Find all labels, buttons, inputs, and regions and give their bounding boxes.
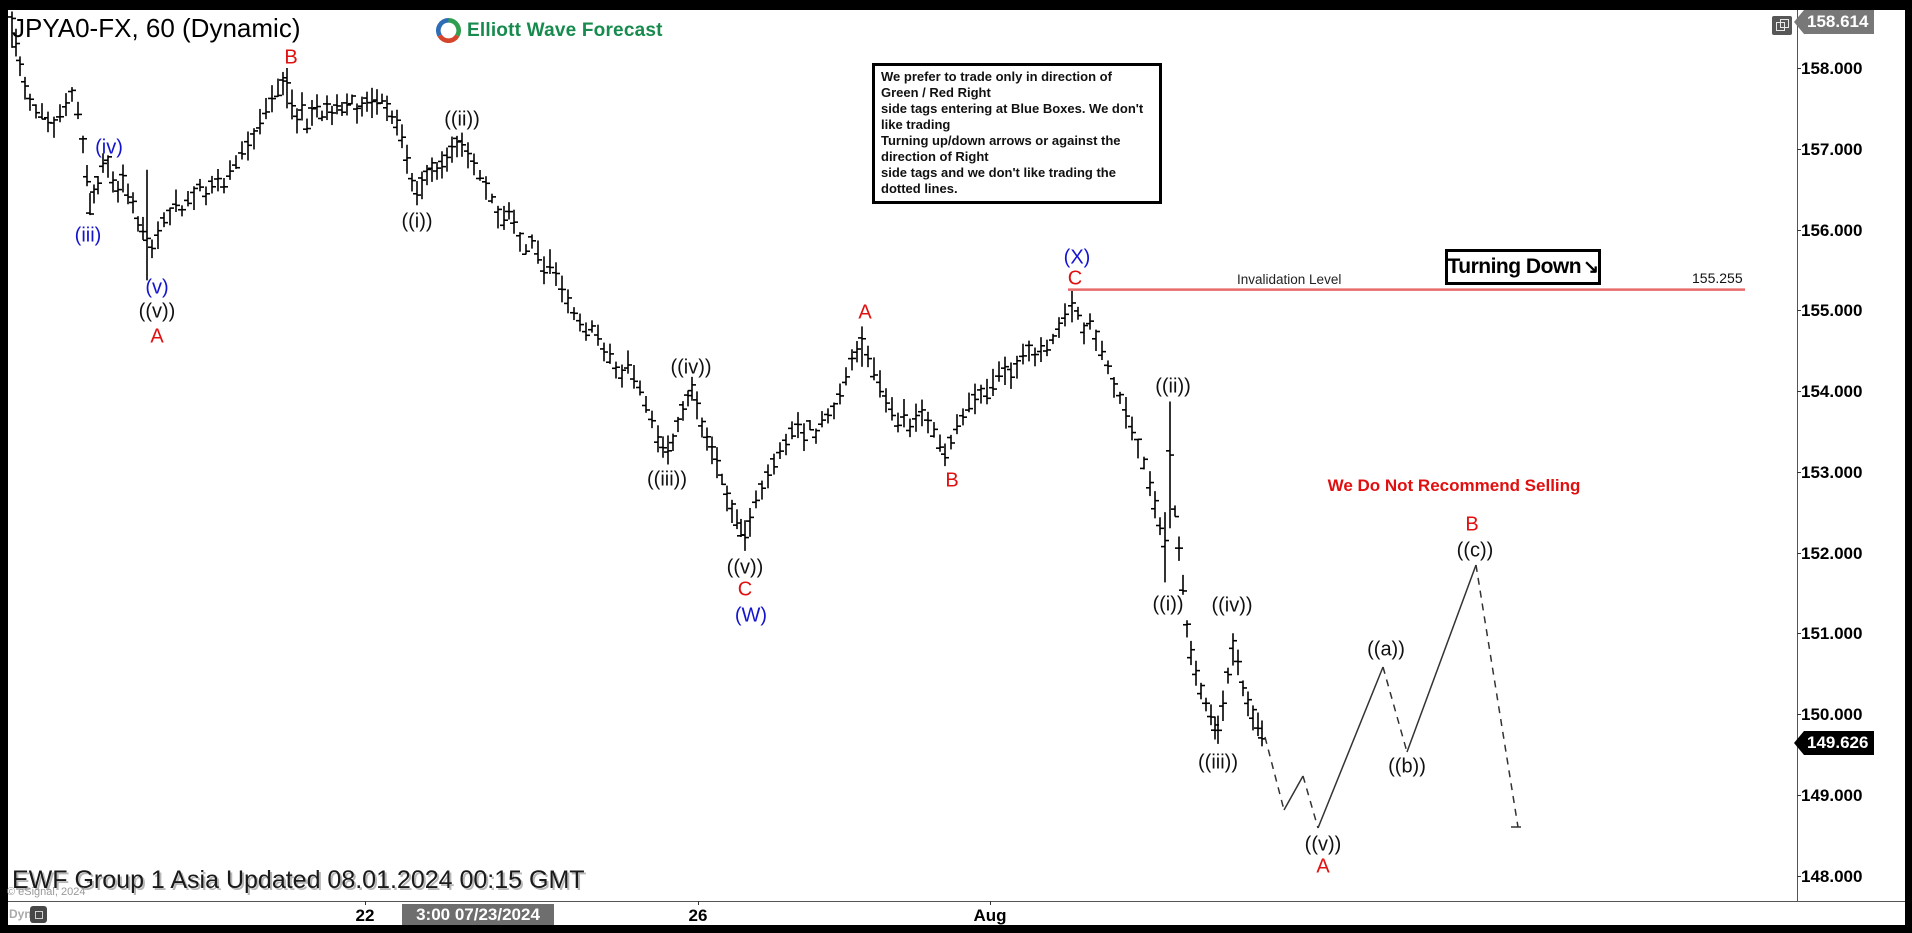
time-tick-mark bbox=[698, 901, 699, 905]
time-tick-label: Aug bbox=[973, 906, 1007, 925]
time-tick-label: 26 bbox=[688, 906, 708, 925]
wave-label: ((ii)) bbox=[1155, 375, 1191, 398]
wave-label: ((iv)) bbox=[1211, 594, 1253, 617]
invalidation-level-label: Invalidation Level bbox=[1237, 272, 1342, 287]
price-tick-mark bbox=[1797, 391, 1801, 392]
price-tick-mark bbox=[1797, 794, 1801, 796]
window-high-price-tag: 158.614 bbox=[1794, 10, 1875, 34]
wave-label: ((a)) bbox=[1367, 638, 1405, 661]
last-price-tag: 149.626 bbox=[1794, 731, 1875, 755]
dyn-mode-label: Dyn bbox=[9, 907, 32, 921]
wave-label: ((iv)) bbox=[670, 356, 712, 379]
turning-down-label: Turning Down bbox=[1447, 255, 1582, 278]
price-tick-mark bbox=[1797, 229, 1801, 231]
wave-label: ((iii)) bbox=[647, 468, 687, 491]
price-tick-label: 154.000 bbox=[1801, 382, 1863, 401]
symbol-title: JPYA0-FX, 60 (Dynamic) bbox=[12, 13, 301, 43]
wave-label: B bbox=[284, 46, 298, 69]
esignal-copyright: © eSignal, 2024 bbox=[7, 886, 86, 898]
wave-label: B bbox=[945, 469, 959, 492]
wave-label: C bbox=[737, 578, 753, 601]
price-tick-mark bbox=[1797, 471, 1801, 473]
wave-label: ((v)) bbox=[726, 556, 764, 579]
price-tick-mark bbox=[1797, 148, 1801, 150]
wave-label: A bbox=[858, 301, 872, 324]
crosshair-date-tag: 3:00 07/23/2024 bbox=[402, 904, 554, 925]
wave-label: (iv) bbox=[95, 136, 123, 159]
price-tick-label: 149.000 bbox=[1801, 785, 1863, 805]
down-right-arrow-icon: ↘ bbox=[1583, 256, 1599, 278]
wave-label: ((i)) bbox=[401, 210, 433, 233]
turning-down-badge: Turning Down ↘ bbox=[1445, 249, 1601, 285]
wave-label: A bbox=[1316, 855, 1330, 878]
price-tick-mark bbox=[1797, 310, 1801, 312]
brand-logo-text: Elliott Wave Forecast bbox=[467, 19, 663, 41]
analyst-update-note: EWF Group 1 Asia Updated 08.01.2024 00:1… bbox=[12, 866, 585, 894]
wave-label: ((ii)) bbox=[444, 108, 480, 131]
wave-label: (iii) bbox=[74, 224, 102, 247]
price-tick-label: 156.000 bbox=[1801, 220, 1863, 240]
wave-label: ((v)) bbox=[1304, 833, 1342, 856]
invalidation-price-value: 155.255 bbox=[1692, 270, 1743, 286]
wave-label: (X) bbox=[1063, 246, 1091, 269]
price-tick-mark bbox=[1797, 875, 1801, 877]
price-tick-label: 158.000 bbox=[1801, 59, 1863, 78]
wave-label: A bbox=[150, 325, 164, 348]
price-tick-mark bbox=[1797, 68, 1801, 69]
wave-label: (W) bbox=[734, 604, 768, 627]
wave-label: (v) bbox=[145, 276, 169, 299]
wave-label: ((i)) bbox=[1152, 593, 1184, 616]
wave-label: ((v)) bbox=[138, 300, 176, 323]
time-axis-separator bbox=[8, 901, 1905, 902]
wave-label: ((iii)) bbox=[1198, 751, 1238, 774]
disclaimer-line: Turning up/down arrows or against the di… bbox=[881, 133, 1121, 164]
time-tick-mark bbox=[990, 901, 991, 905]
price-bars bbox=[8, 11, 1266, 747]
trading-disclaimer-box: We prefer to trade only in direction of … bbox=[872, 63, 1162, 204]
window-restore-icon[interactable] bbox=[1772, 16, 1792, 35]
wave-label: C bbox=[1067, 267, 1083, 290]
disclaimer-line: We prefer to trade only in direction of … bbox=[881, 69, 1112, 100]
projection-path bbox=[1264, 564, 1521, 829]
esignal-lock-icon bbox=[30, 906, 47, 923]
price-tick-label: 157.000 bbox=[1801, 139, 1863, 159]
disclaimer-line: side tags and we don't like trading the … bbox=[881, 165, 1116, 196]
time-tick-mark bbox=[365, 901, 366, 905]
wave-label: B bbox=[1465, 513, 1479, 536]
time-tick-label: 22 bbox=[355, 906, 375, 925]
price-tick-mark bbox=[1797, 633, 1801, 635]
elliott-wave-logo-icon bbox=[436, 18, 461, 43]
wave-label: ((c)) bbox=[1456, 539, 1494, 562]
price-tick-label: 152.000 bbox=[1801, 543, 1863, 563]
recommendation-note: We Do Not Recommend Selling bbox=[1327, 476, 1581, 495]
price-tick-label: 148.000 bbox=[1801, 866, 1863, 886]
price-tick-label: 151.000 bbox=[1801, 624, 1863, 644]
price-tick-label: 153.000 bbox=[1801, 462, 1863, 482]
price-axis-separator bbox=[1797, 10, 1798, 902]
disclaimer-line: side tags entering at Blue Boxes. We don… bbox=[881, 101, 1144, 132]
price-tick-label: 155.000 bbox=[1801, 301, 1863, 321]
wave-label: ((b)) bbox=[1388, 755, 1426, 778]
brand-logo: Elliott Wave Forecast bbox=[436, 18, 663, 43]
price-tick-mark bbox=[1797, 714, 1801, 715]
price-tick-label: 150.000 bbox=[1801, 705, 1863, 724]
price-tick-mark bbox=[1797, 552, 1801, 554]
